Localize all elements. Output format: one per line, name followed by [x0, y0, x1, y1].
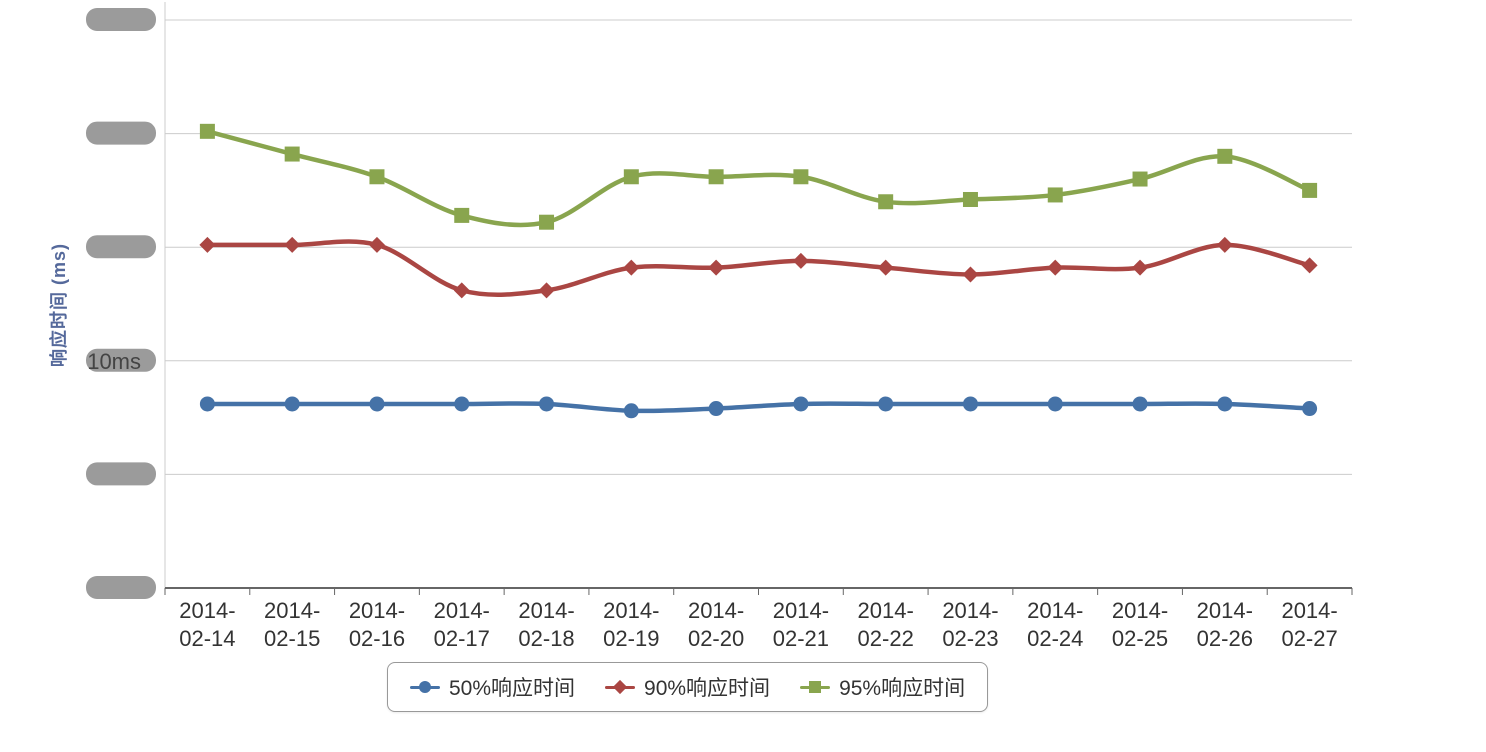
data-point-square[interactable] — [1217, 148, 1233, 164]
legend-label: 95%响应时间 — [839, 677, 966, 700]
data-point-diamond[interactable] — [708, 259, 725, 276]
data-point-square[interactable] — [793, 169, 809, 185]
data-point-square[interactable] — [962, 191, 978, 207]
x-axis-label: 2014-02-24 — [1027, 598, 1083, 651]
y-axis-title: 响应时间 (ms) — [49, 242, 69, 368]
redacted-y-tick-label — [86, 576, 156, 599]
data-point-circle[interactable] — [1217, 396, 1233, 412]
data-point-diamond[interactable] — [1047, 259, 1064, 276]
data-point-circle[interactable] — [1047, 396, 1063, 412]
x-axis-label: 2014-02-25 — [1112, 598, 1168, 651]
series-line-diamond — [205, 239, 1312, 297]
x-axis-label: 2014-02-23 — [942, 598, 998, 651]
data-point-square[interactable] — [539, 214, 555, 230]
legend-label: 90%响应时间 — [644, 677, 771, 700]
x-axis-label: 2014-02-16 — [349, 598, 405, 651]
data-point-circle[interactable] — [623, 403, 639, 419]
legend-item-95-percent[interactable]: 95%响应时间 — [800, 672, 965, 702]
data-point-circle[interactable] — [793, 396, 809, 412]
x-axis-label: 2014-02-17 — [434, 598, 490, 651]
data-point-circle[interactable] — [199, 396, 215, 412]
data-point-square[interactable] — [708, 169, 724, 185]
x-axis-label: 2014-02-26 — [1197, 598, 1253, 651]
redacted-y-tick-label — [86, 121, 156, 145]
data-point-circle[interactable] — [878, 396, 894, 412]
x-axis-label: 2014-02-15 — [264, 598, 320, 651]
x-axis-label: 2014-02-18 — [518, 598, 574, 651]
data-point-square[interactable] — [369, 169, 385, 185]
data-point-diamond[interactable] — [368, 236, 385, 253]
data-point-circle[interactable] — [708, 401, 724, 417]
x-axis-label: 2014-02-20 — [688, 598, 744, 651]
x-axis-label: 2014-02-22 — [858, 598, 914, 651]
legend-label: 50%响应时间 — [449, 677, 576, 700]
data-point-circle[interactable] — [1132, 396, 1148, 412]
x-axis-label: 2014-02-21 — [773, 598, 829, 651]
line-circle-marker-icon — [410, 679, 440, 695]
data-point-circle[interactable] — [539, 396, 555, 412]
chart-legend: 50%响应时间 90%响应时间 95%响应时间 — [387, 662, 989, 712]
data-point-circle[interactable] — [284, 396, 300, 412]
data-point-circle[interactable] — [962, 396, 978, 412]
series-line-square — [205, 129, 1312, 228]
y-tick-label: 10ms — [87, 349, 141, 374]
data-point-square[interactable] — [1302, 182, 1318, 198]
data-point-square[interactable] — [623, 169, 639, 185]
legend-item-50-percent[interactable]: 50%响应时间 — [410, 672, 575, 702]
legend-item-90-percent[interactable]: 90%响应时间 — [605, 672, 770, 702]
data-point-diamond[interactable] — [453, 282, 470, 299]
data-point-square[interactable] — [878, 194, 894, 210]
data-point-circle[interactable] — [369, 396, 385, 412]
data-point-diamond[interactable] — [1301, 257, 1318, 274]
data-point-diamond[interactable] — [623, 259, 640, 276]
redacted-y-tick-label — [86, 348, 156, 372]
line-diamond-marker-icon — [605, 679, 636, 695]
data-point-circle[interactable] — [454, 396, 470, 412]
x-axis-label: 2014-02-27 — [1281, 598, 1337, 651]
redacted-y-tick-label — [86, 235, 156, 259]
data-point-square[interactable] — [454, 207, 470, 223]
data-point-square[interactable] — [1132, 171, 1148, 187]
data-point-diamond[interactable] — [962, 266, 979, 283]
data-point-square[interactable] — [284, 146, 300, 162]
data-point-diamond[interactable] — [792, 252, 809, 269]
data-point-circle[interactable] — [1302, 401, 1318, 417]
data-point-square[interactable] — [1047, 187, 1063, 203]
data-point-square[interactable] — [199, 123, 215, 139]
data-point-diamond[interactable] — [877, 259, 894, 276]
series-line-circle — [205, 401, 1312, 414]
data-point-diamond[interactable] — [538, 282, 555, 299]
redacted-y-tick-label — [86, 462, 156, 486]
data-point-diamond[interactable] — [1132, 259, 1149, 276]
x-axis-label: 2014-02-14 — [179, 598, 235, 651]
redacted-y-tick-label — [86, 8, 156, 31]
data-point-diamond[interactable] — [1216, 236, 1233, 253]
data-point-diamond[interactable] — [284, 236, 301, 253]
x-axis-label: 2014-02-19 — [603, 598, 659, 651]
line-square-marker-icon — [800, 679, 831, 695]
data-point-diamond[interactable] — [199, 236, 216, 253]
